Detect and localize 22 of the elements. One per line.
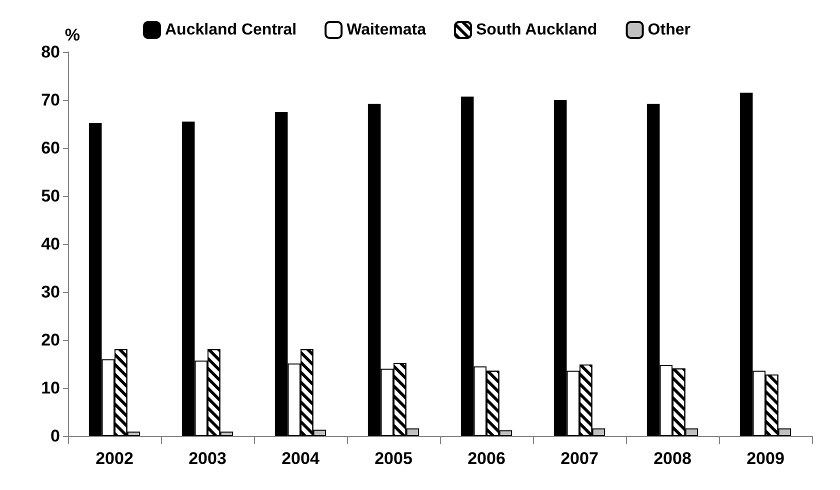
x-tick-label: 2002 [96,449,134,468]
y-tick-label: 70 [41,90,60,110]
x-tick-label: 2006 [468,449,506,468]
x-tick-label: 2008 [654,449,692,468]
x-tick-label: 2005 [374,449,412,468]
y-tick-label: 40 [41,234,60,254]
y-tick-label: 30 [41,282,60,302]
y-tick-label: 80 [41,42,60,62]
legend-label: Waitemata [346,22,426,38]
x-tick-label: 2003 [188,449,226,468]
y-tick-label: 60 [41,138,60,158]
y-tick-label: 10 [41,378,60,398]
x-tick-label: 2004 [282,449,320,468]
x-tick-label: 2009 [746,449,784,468]
y-tick-label: 0 [50,426,60,446]
y-axis-title: % [64,26,80,45]
y-tick-label: 20 [41,330,60,350]
x-tick-label: 2007 [560,449,598,468]
legend-label: Other [648,22,690,38]
legend-label: South Auckland [476,22,598,38]
y-tick-label: 50 [41,186,60,206]
legend-label: Auckland Central [165,22,297,38]
